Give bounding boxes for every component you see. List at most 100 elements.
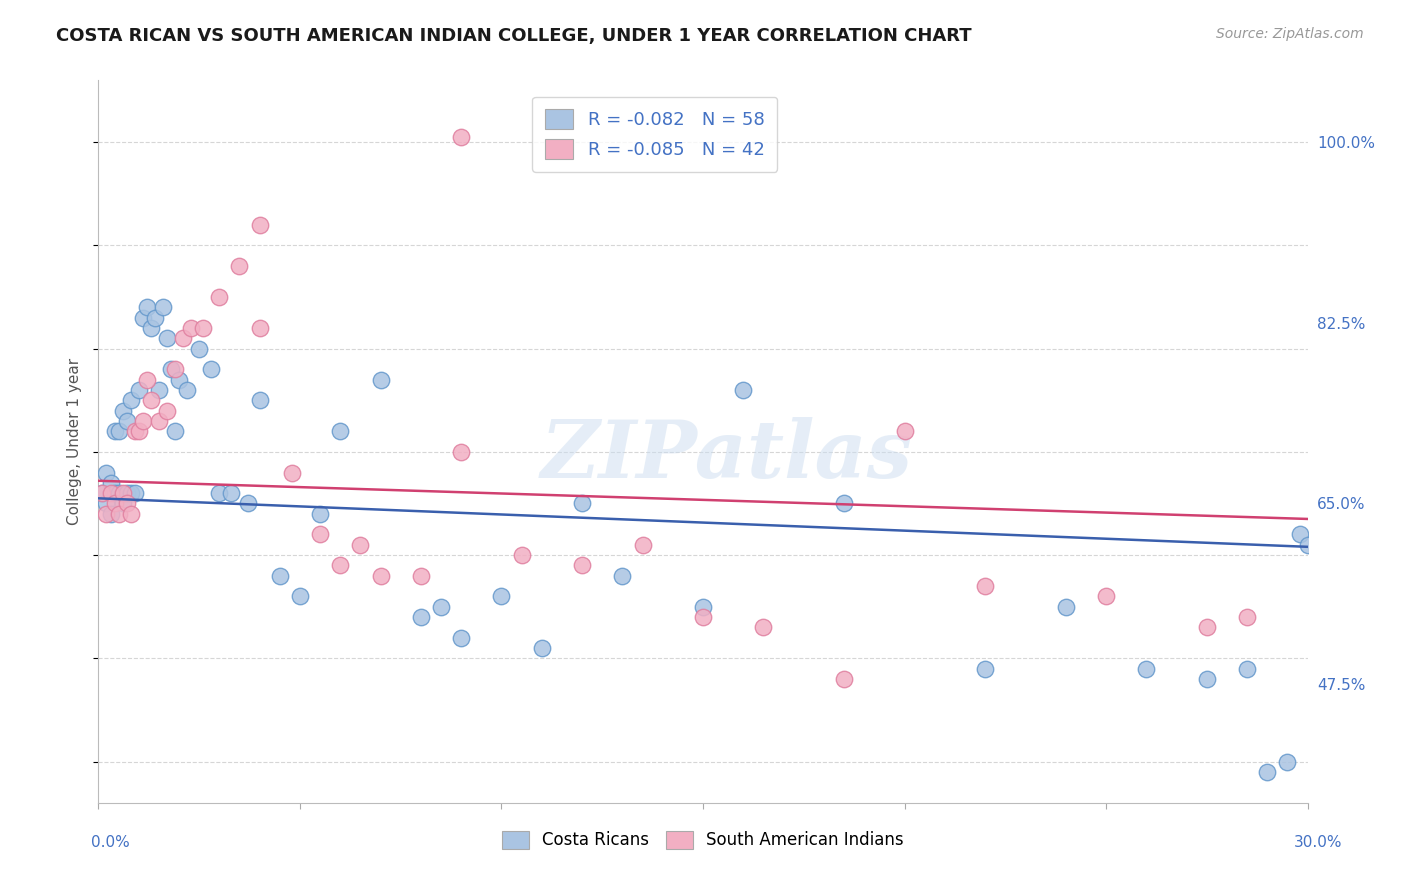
Point bbox=[409, 610, 432, 624]
Text: 30.0%: 30.0% bbox=[1295, 836, 1343, 850]
Point bbox=[107, 486, 129, 500]
Point bbox=[491, 590, 513, 604]
Point bbox=[120, 393, 142, 408]
Point bbox=[96, 496, 118, 510]
Point bbox=[107, 424, 129, 438]
Point bbox=[103, 496, 125, 510]
Point bbox=[100, 475, 122, 490]
Point bbox=[163, 424, 186, 438]
Point bbox=[370, 568, 392, 582]
Point bbox=[974, 579, 997, 593]
Point bbox=[107, 507, 129, 521]
Text: 0.0%: 0.0% bbox=[91, 836, 131, 850]
Point bbox=[571, 496, 593, 510]
Point bbox=[733, 383, 755, 397]
Point bbox=[100, 486, 122, 500]
Point bbox=[167, 373, 190, 387]
Point bbox=[156, 403, 179, 417]
Point bbox=[148, 414, 170, 428]
Point bbox=[269, 568, 291, 582]
Point bbox=[510, 548, 533, 562]
Point bbox=[329, 558, 352, 573]
Point bbox=[309, 507, 332, 521]
Point bbox=[1236, 662, 1258, 676]
Point bbox=[893, 424, 915, 438]
Point bbox=[135, 301, 157, 315]
Point bbox=[370, 373, 392, 387]
Point bbox=[132, 414, 155, 428]
Point bbox=[450, 445, 472, 459]
Point bbox=[974, 662, 997, 676]
Point bbox=[91, 486, 114, 500]
Point bbox=[111, 486, 134, 500]
Point bbox=[1288, 527, 1310, 541]
Point bbox=[530, 640, 553, 655]
Point bbox=[208, 290, 231, 304]
Point bbox=[692, 610, 714, 624]
Point bbox=[228, 259, 250, 273]
Point bbox=[160, 362, 183, 376]
Point bbox=[111, 496, 134, 510]
Point bbox=[139, 321, 162, 335]
Point bbox=[1195, 672, 1218, 686]
Point bbox=[180, 321, 202, 335]
Point bbox=[329, 424, 352, 438]
Point bbox=[1195, 620, 1218, 634]
Point bbox=[139, 393, 162, 408]
Point bbox=[309, 527, 332, 541]
Point bbox=[409, 568, 432, 582]
Point bbox=[1135, 662, 1157, 676]
Point bbox=[163, 362, 186, 376]
Point bbox=[148, 383, 170, 397]
Point bbox=[172, 331, 194, 345]
Point bbox=[832, 672, 855, 686]
Point bbox=[152, 301, 174, 315]
Point bbox=[111, 403, 134, 417]
Text: ZIPatlas: ZIPatlas bbox=[541, 417, 914, 495]
Point bbox=[200, 362, 222, 376]
Point bbox=[188, 342, 211, 356]
Text: COSTA RICAN VS SOUTH AMERICAN INDIAN COLLEGE, UNDER 1 YEAR CORRELATION CHART: COSTA RICAN VS SOUTH AMERICAN INDIAN COL… bbox=[56, 27, 972, 45]
Point bbox=[450, 631, 472, 645]
Point bbox=[100, 507, 122, 521]
Point bbox=[249, 393, 271, 408]
Point bbox=[631, 538, 654, 552]
Point bbox=[115, 414, 138, 428]
Point bbox=[1296, 538, 1319, 552]
Point bbox=[91, 486, 114, 500]
Point bbox=[249, 218, 271, 232]
Point bbox=[96, 507, 118, 521]
Point bbox=[103, 486, 125, 500]
Point bbox=[208, 486, 231, 500]
Point bbox=[176, 383, 198, 397]
Point bbox=[571, 558, 593, 573]
Point bbox=[1054, 599, 1077, 614]
Point bbox=[612, 568, 634, 582]
Point bbox=[430, 599, 453, 614]
Point bbox=[115, 496, 138, 510]
Point bbox=[120, 486, 142, 500]
Point bbox=[288, 590, 311, 604]
Point bbox=[1277, 755, 1299, 769]
Point bbox=[103, 424, 125, 438]
Point bbox=[349, 538, 371, 552]
Point bbox=[221, 486, 243, 500]
Point bbox=[156, 331, 179, 345]
Point bbox=[124, 424, 146, 438]
Point bbox=[1236, 610, 1258, 624]
Point bbox=[752, 620, 775, 634]
Point bbox=[236, 496, 259, 510]
Y-axis label: College, Under 1 year: College, Under 1 year bbox=[67, 358, 83, 525]
Point bbox=[132, 310, 155, 325]
Point bbox=[450, 130, 472, 145]
Point bbox=[135, 373, 157, 387]
Legend: Costa Ricans, South American Indians: Costa Ricans, South American Indians bbox=[496, 824, 910, 856]
Point bbox=[120, 507, 142, 521]
Point bbox=[832, 496, 855, 510]
Point bbox=[249, 321, 271, 335]
Point bbox=[128, 424, 150, 438]
Text: Source: ZipAtlas.com: Source: ZipAtlas.com bbox=[1216, 27, 1364, 41]
Point bbox=[193, 321, 215, 335]
Point bbox=[143, 310, 166, 325]
Point bbox=[1095, 590, 1118, 604]
